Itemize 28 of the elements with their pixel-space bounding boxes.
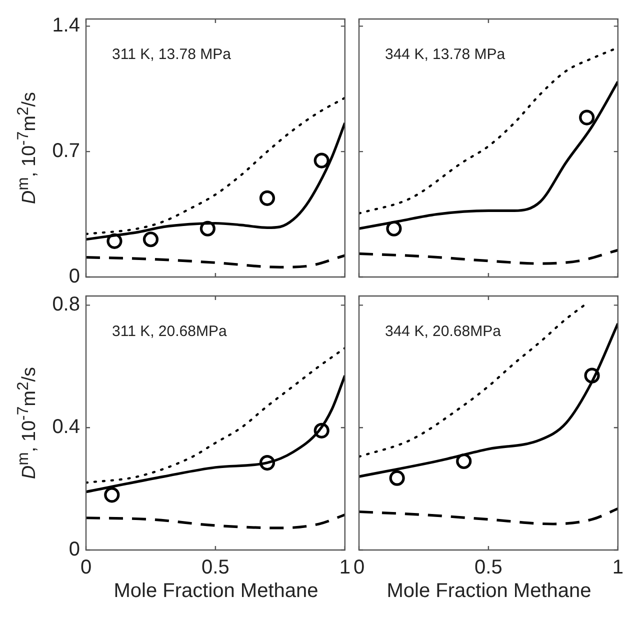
- annotation: 311 K, 20.68MPa: [112, 323, 228, 340]
- point: [200, 220, 216, 236]
- y-tick-label: 0.7: [52, 140, 80, 162]
- x-tick-label: 0: [353, 556, 365, 579]
- point: [142, 232, 159, 248]
- y-tick-label: 0.8: [52, 294, 80, 316]
- line-series: [86, 346, 345, 484]
- x-tick-label: 1: [612, 556, 624, 579]
- y-tick-label: 1.4: [52, 14, 80, 37]
- annotation: 311 K, 13.78 MPa: [112, 46, 232, 64]
- point: [314, 152, 330, 168]
- point: [106, 233, 122, 249]
- point: [259, 190, 276, 206]
- x-axis-title: Mole Fraction Methane: [114, 580, 318, 603]
- y-tick-label: 0: [68, 266, 80, 288]
- x-tick-label: 0.5: [202, 556, 230, 579]
- point: [259, 454, 276, 471]
- x-tick-label: 0.5: [474, 556, 502, 579]
- point: [104, 487, 120, 503]
- x-tick-label: 1: [339, 556, 350, 579]
- point: [314, 422, 330, 438]
- line-series: [86, 514, 345, 530]
- annotation: 344 K, 13.78 MPa: [385, 46, 506, 64]
- y-tick-label: 0: [68, 538, 80, 561]
- y-tick-label: 0.4: [52, 416, 80, 438]
- line-series: [86, 254, 345, 268]
- annotation: 344 K, 20.68MPa: [385, 323, 502, 340]
- x-axis-title: Mole Fraction Methane: [386, 580, 592, 603]
